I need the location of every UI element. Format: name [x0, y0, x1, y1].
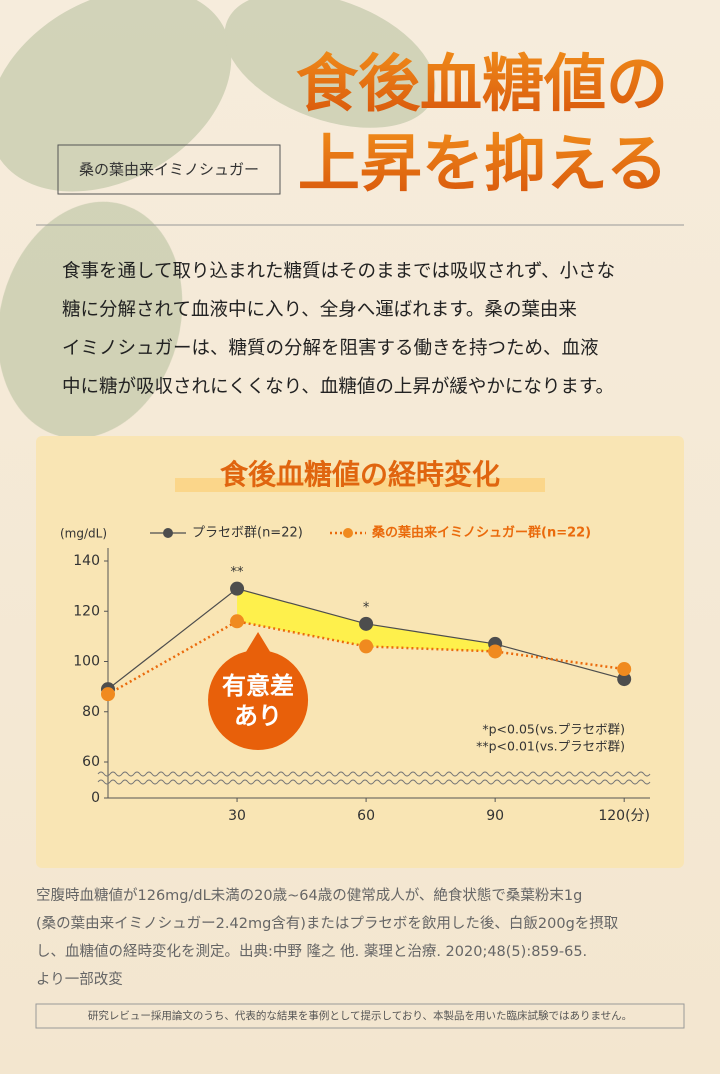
significance-mark: *: [363, 600, 370, 615]
legend-marker: [163, 528, 173, 538]
leaf-decoration: [0, 0, 436, 439]
intro-line: 中に糖が吸収されにくくなり、血糖値の上昇が緩やかになります。: [62, 377, 614, 398]
data-point: [359, 616, 374, 631]
legend-label: 桑の葉由来イミノシュガー群(n=22): [371, 525, 591, 541]
significance-note: *p<0.05(vs.プラセボ群): [482, 722, 625, 737]
legend-marker: [343, 528, 353, 538]
significance-note: **p<0.01(vs.プラセボ群): [476, 739, 625, 754]
data-point: [617, 672, 632, 687]
data-point: [488, 644, 503, 659]
axis-break: [97, 779, 651, 785]
callout-bubble: [208, 650, 309, 750]
y-tick-label: 100: [73, 654, 100, 670]
disclaimer: 研究レビュー採用論文のうち、代表的な結果を事例として提示しており、本製品を用いた…: [88, 1009, 632, 1022]
y-tick-label: 140: [73, 553, 100, 569]
y-tick-label: 60: [82, 754, 100, 770]
title-line: 食後血糖値の: [296, 47, 668, 120]
data-point: [359, 639, 374, 654]
x-tick-label: 30: [228, 808, 246, 824]
callout-text: あり: [234, 702, 282, 730]
footnote-line: 空腹時血糖値が126mg/dL未満の20歳~64歳の健常成人が、絶食状態で桑葉粉…: [36, 887, 582, 904]
disclaimer-box: [35, 1003, 685, 1029]
chart-title: 食後血糖値の経時変化: [220, 458, 500, 491]
y-axis-label: (mg/dL): [60, 527, 107, 541]
difference-area: [237, 588, 496, 652]
footnote-line: し、血糖値の経時変化を測定。出典:中野 隆之 他. 薬理と治療. 2020;48…: [36, 943, 587, 960]
y-tick-label: 120: [73, 603, 100, 619]
x-tick-label: 60: [357, 808, 375, 824]
title-line: 上昇を抑える: [298, 127, 668, 200]
callout-pointer: [244, 632, 273, 655]
footnote-line: (桑の葉由来イミノシュガー2.42mg含有)またはプラセボを飲用した後、白飯20…: [36, 915, 619, 932]
label-box: [57, 144, 281, 195]
data-point: [230, 581, 245, 596]
y-tick-label: 80: [82, 704, 100, 720]
label: 桑の葉由来イミノシュガー: [79, 161, 259, 179]
chart-panel: [36, 436, 684, 868]
data-point: [230, 614, 245, 629]
y-tick-label: 0: [91, 790, 100, 806]
intro-line: イミノシュガーは、糖質の分解を阻害する働きを持つため、血液: [62, 338, 599, 359]
legend-label: プラセボ群(n=22): [192, 526, 303, 541]
data-point: [101, 687, 115, 702]
significance-mark: **: [231, 565, 245, 580]
intro-line: 食事を通して取り込まれた糖質はそのままでは吸収されず、小さな: [62, 261, 615, 282]
x-tick-label: 90: [486, 808, 504, 824]
callout-text: 有意差: [222, 672, 294, 700]
x-tick-label: 120(分): [598, 808, 650, 824]
axis-break: [97, 771, 651, 777]
title-highlight: [175, 478, 545, 492]
intro-line: 糖に分解されて血液中に入り、全身へ運ばれます。桑の葉由来: [62, 300, 577, 321]
data-point: [617, 662, 632, 677]
footnote-line: より一部改変: [36, 971, 123, 988]
